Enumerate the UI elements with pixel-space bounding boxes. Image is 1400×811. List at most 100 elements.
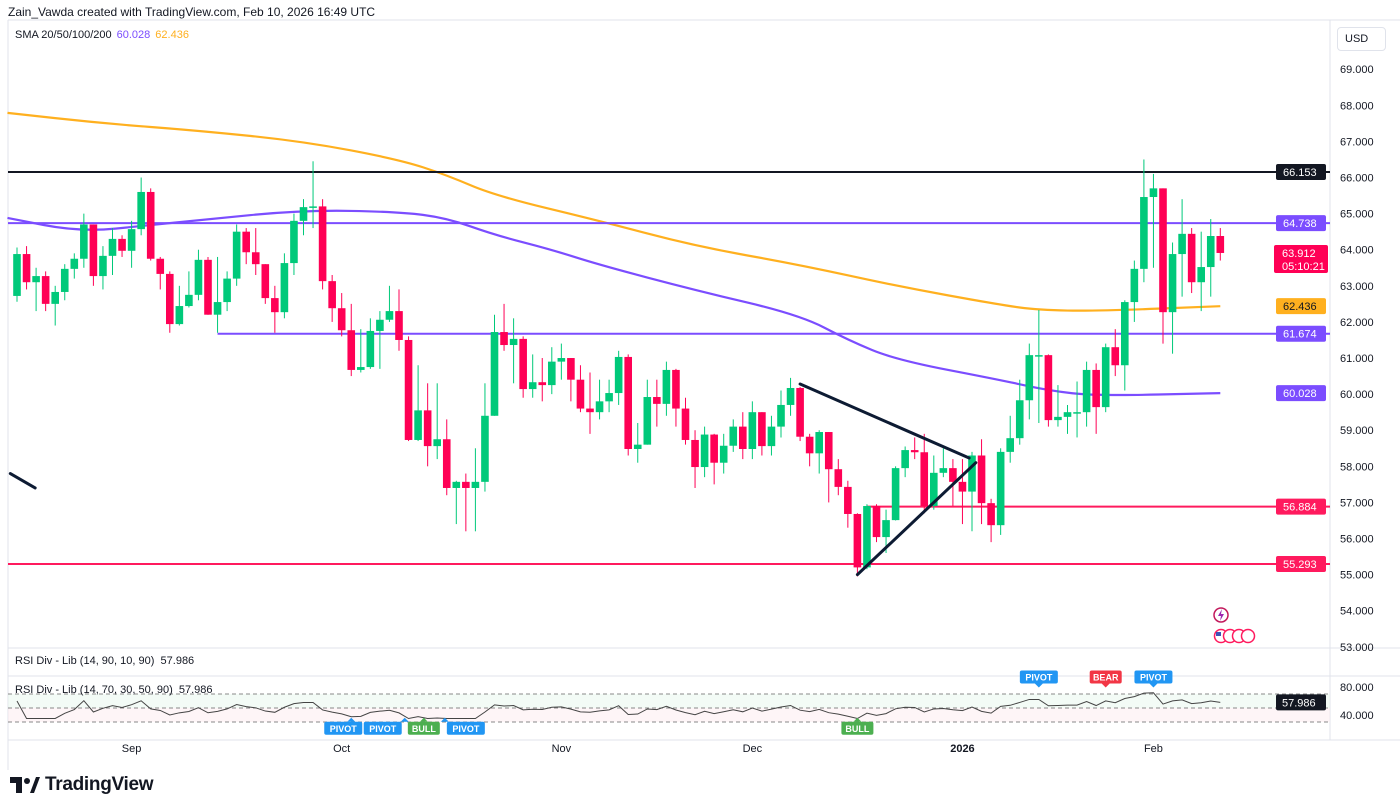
- candle: [672, 368, 680, 427]
- candle: [777, 390, 785, 438]
- candle-body: [958, 481, 967, 492]
- candle-body: [824, 432, 833, 470]
- candle: [586, 372, 594, 434]
- candle: [433, 383, 441, 460]
- logo-text: TradingView: [45, 774, 154, 795]
- candle-body: [1092, 369, 1100, 408]
- lightning-icon[interactable]: [1213, 607, 1229, 623]
- price-tick-label: 62.000: [1340, 317, 1374, 329]
- candle: [32, 267, 40, 312]
- candle: [567, 358, 575, 402]
- trendline: [798, 382, 971, 460]
- rsi-signal-bear: BEAR: [1089, 670, 1122, 688]
- candle: [251, 228, 260, 275]
- candle-body: [299, 207, 308, 221]
- level-price-label: 61.674: [1283, 329, 1317, 341]
- candle: [872, 504, 881, 543]
- candle: [51, 285, 59, 326]
- candle-body: [127, 229, 136, 251]
- sma-legend[interactable]: SMA 20/50/100/200 60.028 62.436: [15, 29, 194, 41]
- candle-body: [891, 468, 900, 521]
- last-price: 63.912: [1282, 248, 1316, 260]
- candle: [614, 350, 623, 405]
- candle: [328, 274, 336, 322]
- signal-badge: [363, 721, 402, 735]
- candle: [118, 235, 126, 257]
- tradingview-logo[interactable]: TradingView: [10, 774, 154, 796]
- candle: [681, 397, 690, 445]
- signal-label: PIVOT: [330, 724, 358, 734]
- candle: [137, 177, 145, 236]
- level-price-tag: [1276, 498, 1326, 515]
- candle: [423, 383, 432, 467]
- candle-body: [939, 468, 948, 473]
- candle-body: [1073, 412, 1081, 414]
- candle: [996, 448, 1005, 535]
- candle-body: [41, 276, 50, 304]
- candle: [290, 213, 298, 275]
- candle: [146, 188, 155, 261]
- trendlines[interactable]: [8, 382, 978, 577]
- trendline: [855, 461, 978, 577]
- candle-body: [930, 472, 938, 507]
- candle: [309, 161, 317, 229]
- candle-body: [271, 298, 279, 313]
- candle: [700, 426, 709, 478]
- horizontal-levels[interactable]: [8, 171, 1330, 566]
- rsi-line: [16, 692, 1221, 720]
- candle-body: [729, 426, 738, 446]
- time-tick-label: Sep: [122, 743, 142, 755]
- candle-body: [1101, 347, 1110, 408]
- candle-body: [996, 451, 1005, 526]
- candle-body: [681, 408, 690, 440]
- rsi-div-1-value: 57.986: [160, 655, 195, 667]
- candle: [471, 448, 480, 532]
- candle-body: [643, 397, 652, 445]
- candle: [748, 401, 757, 460]
- candle: [729, 419, 738, 452]
- time-tick-label: Nov: [552, 743, 572, 755]
- signal-pointer: [1101, 683, 1110, 688]
- price-tick-label: 59.000: [1340, 425, 1374, 437]
- candle-body: [872, 506, 881, 538]
- sma100-value: 60.028: [116, 29, 151, 41]
- rsi-signal-pivot: PIVOT: [440, 717, 485, 735]
- signal-label: BULL: [412, 724, 436, 734]
- us-flag-event-icons[interactable]: [1213, 628, 1256, 644]
- candle-body: [462, 481, 470, 488]
- candle: [1168, 242, 1177, 354]
- price-tick-label: 66.000: [1340, 173, 1374, 185]
- rsi-pane: 80.000 40.000 57.986 PIVOT PIVOT BULL PIVOT BUL…: [8, 670, 1374, 735]
- rsi-div-pane-2-legend[interactable]: RSI Div - Lib (14, 70, 30, 50, 90) 57.98…: [15, 684, 213, 696]
- candle-body: [156, 258, 165, 274]
- candle: [1111, 329, 1120, 377]
- candle: [452, 480, 461, 525]
- time-tick-label: Dec: [743, 743, 763, 755]
- currency-button[interactable]: USD: [1337, 27, 1386, 51]
- candle: [1054, 385, 1062, 427]
- level-price-label: 64.738: [1283, 218, 1317, 230]
- candle: [920, 433, 929, 514]
- candle: [376, 311, 384, 369]
- candle-body: [633, 444, 642, 449]
- time-axis[interactable]: Sep Oct Nov Dec 2026 Feb: [122, 743, 1163, 755]
- level-price-label: 66.153: [1283, 167, 1317, 179]
- candle-body: [22, 254, 31, 283]
- price-tick-label: 68.000: [1340, 100, 1374, 112]
- signal-badge: [1134, 670, 1173, 684]
- candle: [385, 285, 394, 322]
- candle-body: [433, 439, 441, 447]
- price-tick-label: 64.000: [1340, 245, 1374, 257]
- price-axis[interactable]: 53.000 54.000 55.000 56.000 57.000 58.000 59.0…: [1340, 64, 1374, 654]
- candle: [557, 343, 566, 380]
- signal-label: BEAR: [1093, 673, 1119, 683]
- signal-pointer: [1149, 683, 1158, 688]
- candle-body: [1178, 233, 1186, 255]
- rsi-div-1-title: RSI Div - Lib (14, 90, 10, 90): [15, 655, 155, 667]
- candle-body: [1111, 347, 1120, 366]
- candle-body: [1187, 233, 1196, 283]
- rsi-div-pane-1-legend[interactable]: RSI Div - Lib (14, 90, 10, 90) 57.986: [15, 655, 194, 667]
- rsi-signal-pivot: PIVOT: [324, 717, 363, 735]
- candle-body: [51, 291, 59, 304]
